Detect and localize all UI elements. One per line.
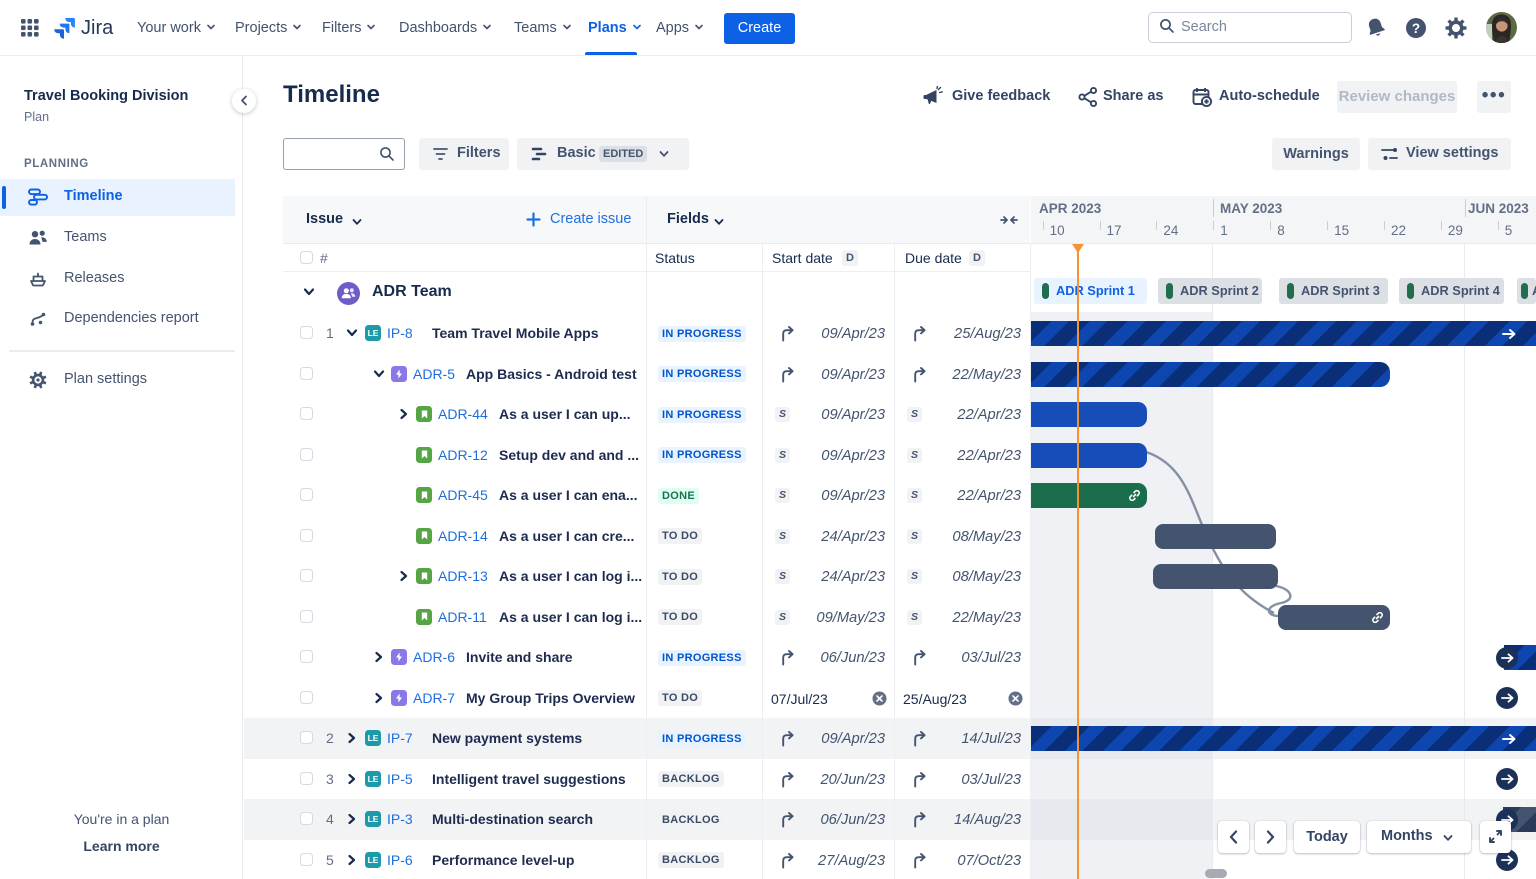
svg-text:?: ? [1412, 21, 1420, 36]
